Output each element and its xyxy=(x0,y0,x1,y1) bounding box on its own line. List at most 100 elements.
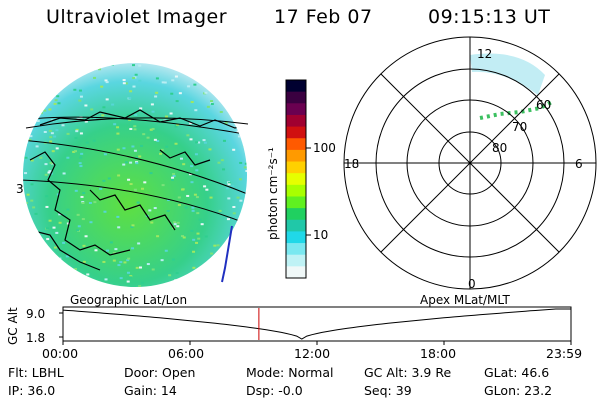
colorbar-band xyxy=(286,231,306,244)
speckle-dot xyxy=(44,163,48,166)
speckle-dot xyxy=(117,174,121,177)
speckle-dot xyxy=(117,264,121,267)
speckle-dot xyxy=(129,128,133,131)
speckle-dot xyxy=(84,235,88,238)
colorbar-gradient xyxy=(286,80,306,279)
colorbar-band xyxy=(286,103,306,116)
speckle-dot xyxy=(84,104,88,107)
speckle-dot xyxy=(142,133,146,136)
speckle-dot xyxy=(66,222,70,225)
speckle-dot xyxy=(193,83,197,86)
speckle-dot xyxy=(133,128,137,131)
speckle-dot xyxy=(116,126,120,129)
speckle-dot xyxy=(134,73,138,76)
speckle-dot xyxy=(52,226,56,229)
speckle-dot xyxy=(122,147,126,150)
altitude-curve xyxy=(62,308,571,340)
colorbar-band xyxy=(286,196,306,209)
noise-speckle xyxy=(24,63,247,287)
colorbar-band xyxy=(286,138,306,151)
side-mark: 3 xyxy=(16,182,24,196)
speckle-dot xyxy=(161,184,165,187)
seq-info: Seq: 39 xyxy=(364,383,412,398)
speckle-dot xyxy=(192,250,196,253)
speckle-dot xyxy=(88,201,92,204)
speckle-dot xyxy=(89,221,93,224)
speckle-dot xyxy=(53,102,57,105)
colorbar-band xyxy=(286,126,306,139)
speckle-dot xyxy=(84,120,88,123)
speckle-dot xyxy=(227,183,231,186)
speckle-dot xyxy=(104,278,108,281)
speckle-dot xyxy=(176,221,180,224)
coastline xyxy=(159,149,211,166)
speckle-dot xyxy=(135,156,139,159)
speckle-dot xyxy=(182,236,186,239)
speckle-dot xyxy=(195,169,199,172)
speckle-dot xyxy=(45,195,49,198)
speckle-dot xyxy=(220,159,224,162)
speckle-dot xyxy=(203,185,207,188)
speckle-dot xyxy=(92,139,96,142)
speckle-dot xyxy=(73,88,77,91)
speckle-dot xyxy=(161,81,165,84)
speckle-dot xyxy=(217,161,221,164)
coastline xyxy=(29,229,101,271)
speckle-dot xyxy=(39,156,43,159)
speckle-dot xyxy=(192,238,196,241)
speckle-dot xyxy=(106,249,110,252)
filter-info: Flt: LBHL xyxy=(8,365,64,380)
speckle-dot xyxy=(210,103,214,106)
speckle-dot xyxy=(177,196,181,199)
speckle-dot xyxy=(175,272,179,275)
app-title: Ultraviolet Imager xyxy=(46,6,228,28)
speckle-dot xyxy=(99,187,103,190)
speckle-dot xyxy=(133,188,137,191)
speckle-dot xyxy=(236,130,240,133)
speckle-dot xyxy=(78,99,82,102)
speckle-dot xyxy=(190,181,194,184)
glon-info: GLon: 23.2 xyxy=(484,383,553,398)
speckle-dot xyxy=(73,268,77,271)
speckle-dot xyxy=(62,241,66,244)
speckle-dot xyxy=(160,148,164,151)
speckle-dot xyxy=(74,150,78,153)
speckle-dot xyxy=(176,123,180,126)
speckle-dot xyxy=(54,99,58,102)
speckle-dot xyxy=(28,138,32,141)
speckle-dot xyxy=(190,229,194,232)
speckle-dot xyxy=(30,159,34,162)
speckle-dot xyxy=(210,252,214,255)
speckle-dot xyxy=(178,92,182,95)
speckle-dot xyxy=(237,135,241,138)
speckle-dot xyxy=(139,107,143,110)
speckle-dot xyxy=(55,147,59,150)
speckle-dot xyxy=(82,244,86,247)
speckle-dot xyxy=(80,152,84,155)
speckle-dot xyxy=(239,199,243,202)
speckle-dot xyxy=(93,76,97,79)
speckle-dot xyxy=(186,194,190,197)
speckle-dot xyxy=(111,103,115,106)
speckle-dot xyxy=(82,191,86,194)
speckle-dot xyxy=(192,266,196,269)
speckle-dot xyxy=(135,162,139,165)
speckle-dot xyxy=(47,171,51,174)
speckle-dot xyxy=(85,141,89,144)
speckle-dot xyxy=(155,91,159,94)
speckle-dot xyxy=(78,162,82,165)
speckle-dot xyxy=(58,221,62,224)
speckle-dot xyxy=(196,212,200,215)
speckle-dot xyxy=(114,248,118,251)
speckle-dot xyxy=(227,182,231,185)
speckle-dot xyxy=(173,221,177,224)
speckle-dot xyxy=(179,157,183,160)
speckle-dot xyxy=(168,274,172,277)
speckle-dot xyxy=(133,125,137,128)
speckle-dot xyxy=(170,92,174,95)
speckle-dot xyxy=(48,129,52,132)
speckle-dot xyxy=(63,214,67,217)
speckle-dot xyxy=(103,153,107,156)
speckle-dot xyxy=(203,141,207,144)
